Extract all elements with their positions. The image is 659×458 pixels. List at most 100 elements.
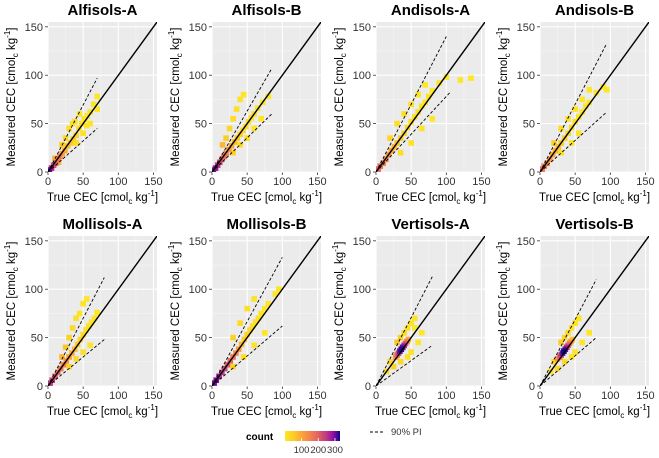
data-layer — [540, 236, 649, 386]
data-point — [418, 125, 425, 132]
data-point — [561, 359, 568, 365]
data-point — [80, 349, 86, 355]
x-tick-label: 0 — [373, 390, 379, 402]
data-point — [66, 334, 72, 341]
panel-title: Mollisols-B — [226, 216, 306, 233]
data-point — [73, 132, 79, 139]
pi-lower-line — [48, 128, 98, 172]
data-point — [415, 109, 421, 115]
one-to-one-line — [540, 22, 649, 172]
data-layer — [48, 236, 157, 386]
pi-upper-line — [540, 43, 608, 172]
data-point — [575, 114, 582, 120]
data-point — [408, 320, 414, 326]
count-colorbar-ticks: 100 200 300 — [294, 438, 343, 456]
data-point — [579, 339, 585, 346]
pi-lower-line — [212, 325, 283, 386]
data-layer — [376, 236, 485, 386]
x-tick-label: 0 — [537, 176, 543, 188]
y-tick-label: 50 — [31, 333, 43, 345]
data-point — [575, 130, 582, 137]
data-point — [411, 325, 418, 331]
y-tick-label: 150 — [353, 22, 371, 34]
data-layer — [212, 236, 321, 386]
x-tick-label: 50 — [241, 176, 253, 188]
x-tick-label: 0 — [209, 176, 215, 188]
y-tick-label: 100 — [517, 284, 535, 296]
data-point — [575, 315, 582, 322]
x-tick-label: 0 — [45, 176, 51, 188]
data-point — [408, 118, 414, 125]
data-point — [411, 315, 418, 322]
data-point — [244, 331, 250, 338]
data-point — [80, 331, 86, 338]
data-point — [411, 114, 418, 120]
data-point — [418, 103, 425, 109]
data-point — [397, 149, 404, 156]
x-tick-label: 100 — [601, 176, 619, 188]
data-point — [87, 109, 93, 115]
data-point — [83, 327, 89, 333]
data-point — [233, 106, 240, 112]
x-tick-label: 0 — [209, 390, 215, 402]
x-tick-label: 150 — [472, 176, 490, 188]
data-layer — [48, 22, 157, 172]
x-axis-label: True CEC [cmolc kg-1] — [375, 403, 486, 420]
y-tick-label: 150 — [25, 22, 43, 34]
pi-lower-line — [376, 92, 451, 172]
pi-lower-line — [376, 344, 433, 386]
x-tick-label: 50 — [77, 176, 89, 188]
data-point — [90, 101, 97, 108]
x-tick-label: 0 — [537, 390, 543, 402]
y-tick-label: 50 — [195, 333, 207, 345]
data-point — [272, 291, 279, 297]
data-point — [59, 354, 65, 360]
y-tick-label: 50 — [359, 333, 371, 345]
data-point — [77, 336, 84, 343]
data-point — [241, 336, 248, 343]
data-point — [87, 120, 93, 127]
data-point — [83, 296, 90, 302]
data-point — [404, 325, 411, 331]
x-tick-label: 100 — [437, 176, 455, 188]
data-point — [244, 135, 250, 141]
data-point — [394, 120, 400, 127]
y-tick-label: 0 — [365, 381, 371, 393]
y-tick-label: 0 — [201, 381, 207, 393]
data-point — [251, 342, 257, 349]
data-point — [582, 103, 589, 109]
data-point — [94, 106, 101, 112]
x-tick-label: 100 — [109, 176, 127, 188]
y-axis-label: Measured CEC [cmolc kg-1] — [495, 242, 512, 381]
x-axis-label: True CEC [cmolc kg-1] — [211, 189, 322, 206]
data-point — [558, 125, 564, 132]
legend: count 100 200 300 90% PI — [246, 427, 422, 456]
data-point — [81, 115, 88, 122]
data-point — [88, 319, 95, 325]
data-point — [84, 113, 91, 119]
data-point — [80, 130, 86, 137]
data-point — [276, 286, 282, 293]
data-point — [401, 329, 407, 336]
pi-lower-line — [540, 337, 597, 386]
panel-title: Vertisols-A — [391, 216, 470, 233]
y-axis-label: Measured CEC [cmolc kg-1] — [167, 28, 184, 167]
data-point — [579, 109, 585, 115]
colorbar-tick-label: 200 — [310, 445, 326, 456]
data-point — [226, 125, 233, 132]
data-point — [394, 339, 400, 346]
data-point — [561, 334, 568, 341]
y-tick-label: 150 — [189, 236, 207, 248]
x-axis-label: True CEC [cmolc kg-1] — [375, 189, 486, 206]
pi-upper-line — [48, 277, 105, 386]
y-axis-label: Measured CEC [cmolc kg-1] — [3, 242, 20, 381]
data-point — [604, 86, 610, 93]
y-tick-label: 150 — [25, 236, 43, 248]
data-point — [586, 86, 593, 93]
data-point — [415, 339, 421, 346]
pi-lower-line — [212, 113, 273, 172]
